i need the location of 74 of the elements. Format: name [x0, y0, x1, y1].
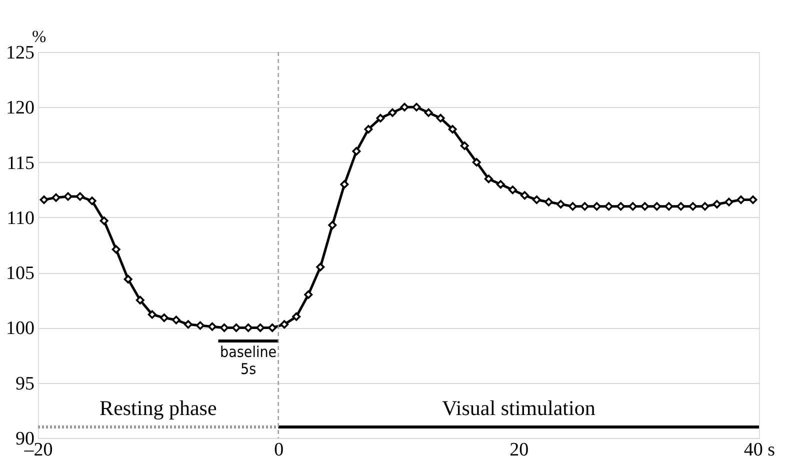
point	[436, 114, 445, 122]
point	[220, 323, 229, 332]
point	[352, 147, 361, 156]
point	[208, 322, 216, 331]
point	[532, 196, 541, 204]
point	[388, 108, 397, 117]
point	[52, 193, 60, 202]
point	[160, 314, 168, 322]
point	[652, 202, 662, 211]
point	[448, 124, 457, 134]
point	[400, 102, 409, 112]
point	[412, 102, 421, 112]
y-tick-label: 100	[6, 318, 34, 340]
point	[604, 202, 614, 211]
point	[520, 191, 529, 200]
point	[688, 202, 698, 211]
y-tick-label: 120	[6, 98, 34, 119]
point	[496, 180, 505, 189]
x-tick-label: 0	[274, 440, 284, 460]
point	[376, 114, 385, 122]
y-tick-label: 95	[16, 373, 34, 394]
point	[340, 180, 349, 189]
y-tick-label: 125	[6, 42, 34, 64]
point	[484, 174, 493, 184]
point	[148, 310, 156, 319]
point	[280, 320, 289, 329]
point	[88, 196, 96, 206]
point	[304, 290, 313, 299]
x-tick-label: 40 s	[744, 440, 776, 460]
point	[112, 245, 120, 254]
point	[364, 124, 373, 134]
point	[292, 312, 301, 321]
point	[628, 202, 638, 211]
point	[124, 274, 132, 284]
point	[556, 200, 565, 208]
point	[316, 262, 325, 272]
point	[424, 108, 433, 117]
point	[592, 202, 602, 211]
point	[64, 192, 72, 201]
point	[100, 216, 108, 225]
point	[76, 192, 84, 201]
point	[232, 323, 241, 332]
y-axis-title: %	[32, 27, 46, 46]
series-label: Resting phase	[100, 396, 217, 420]
point	[736, 196, 746, 204]
point	[616, 202, 626, 211]
y-tick-label: 115	[6, 152, 34, 174]
y-tick-label: 105	[6, 263, 34, 284]
point	[172, 316, 180, 324]
y-tick-label: 110	[6, 208, 34, 229]
point	[136, 296, 144, 304]
point	[580, 202, 590, 211]
point	[664, 202, 674, 211]
point	[712, 200, 722, 208]
point	[460, 141, 469, 150]
point	[196, 321, 204, 330]
point	[544, 198, 553, 206]
point	[328, 220, 337, 230]
x-tick-label: 20	[510, 440, 529, 460]
point	[184, 320, 192, 329]
point	[508, 186, 517, 194]
series-label: Visual stimulation	[442, 396, 596, 420]
point	[748, 196, 758, 204]
point	[40, 196, 48, 204]
point	[676, 202, 686, 211]
annotation: baseline 5s	[220, 342, 277, 378]
point	[256, 323, 265, 332]
point	[640, 202, 650, 211]
point	[568, 202, 577, 211]
point	[724, 198, 734, 206]
point	[700, 202, 710, 211]
point	[244, 323, 253, 332]
point	[268, 323, 277, 332]
point	[472, 158, 481, 167]
